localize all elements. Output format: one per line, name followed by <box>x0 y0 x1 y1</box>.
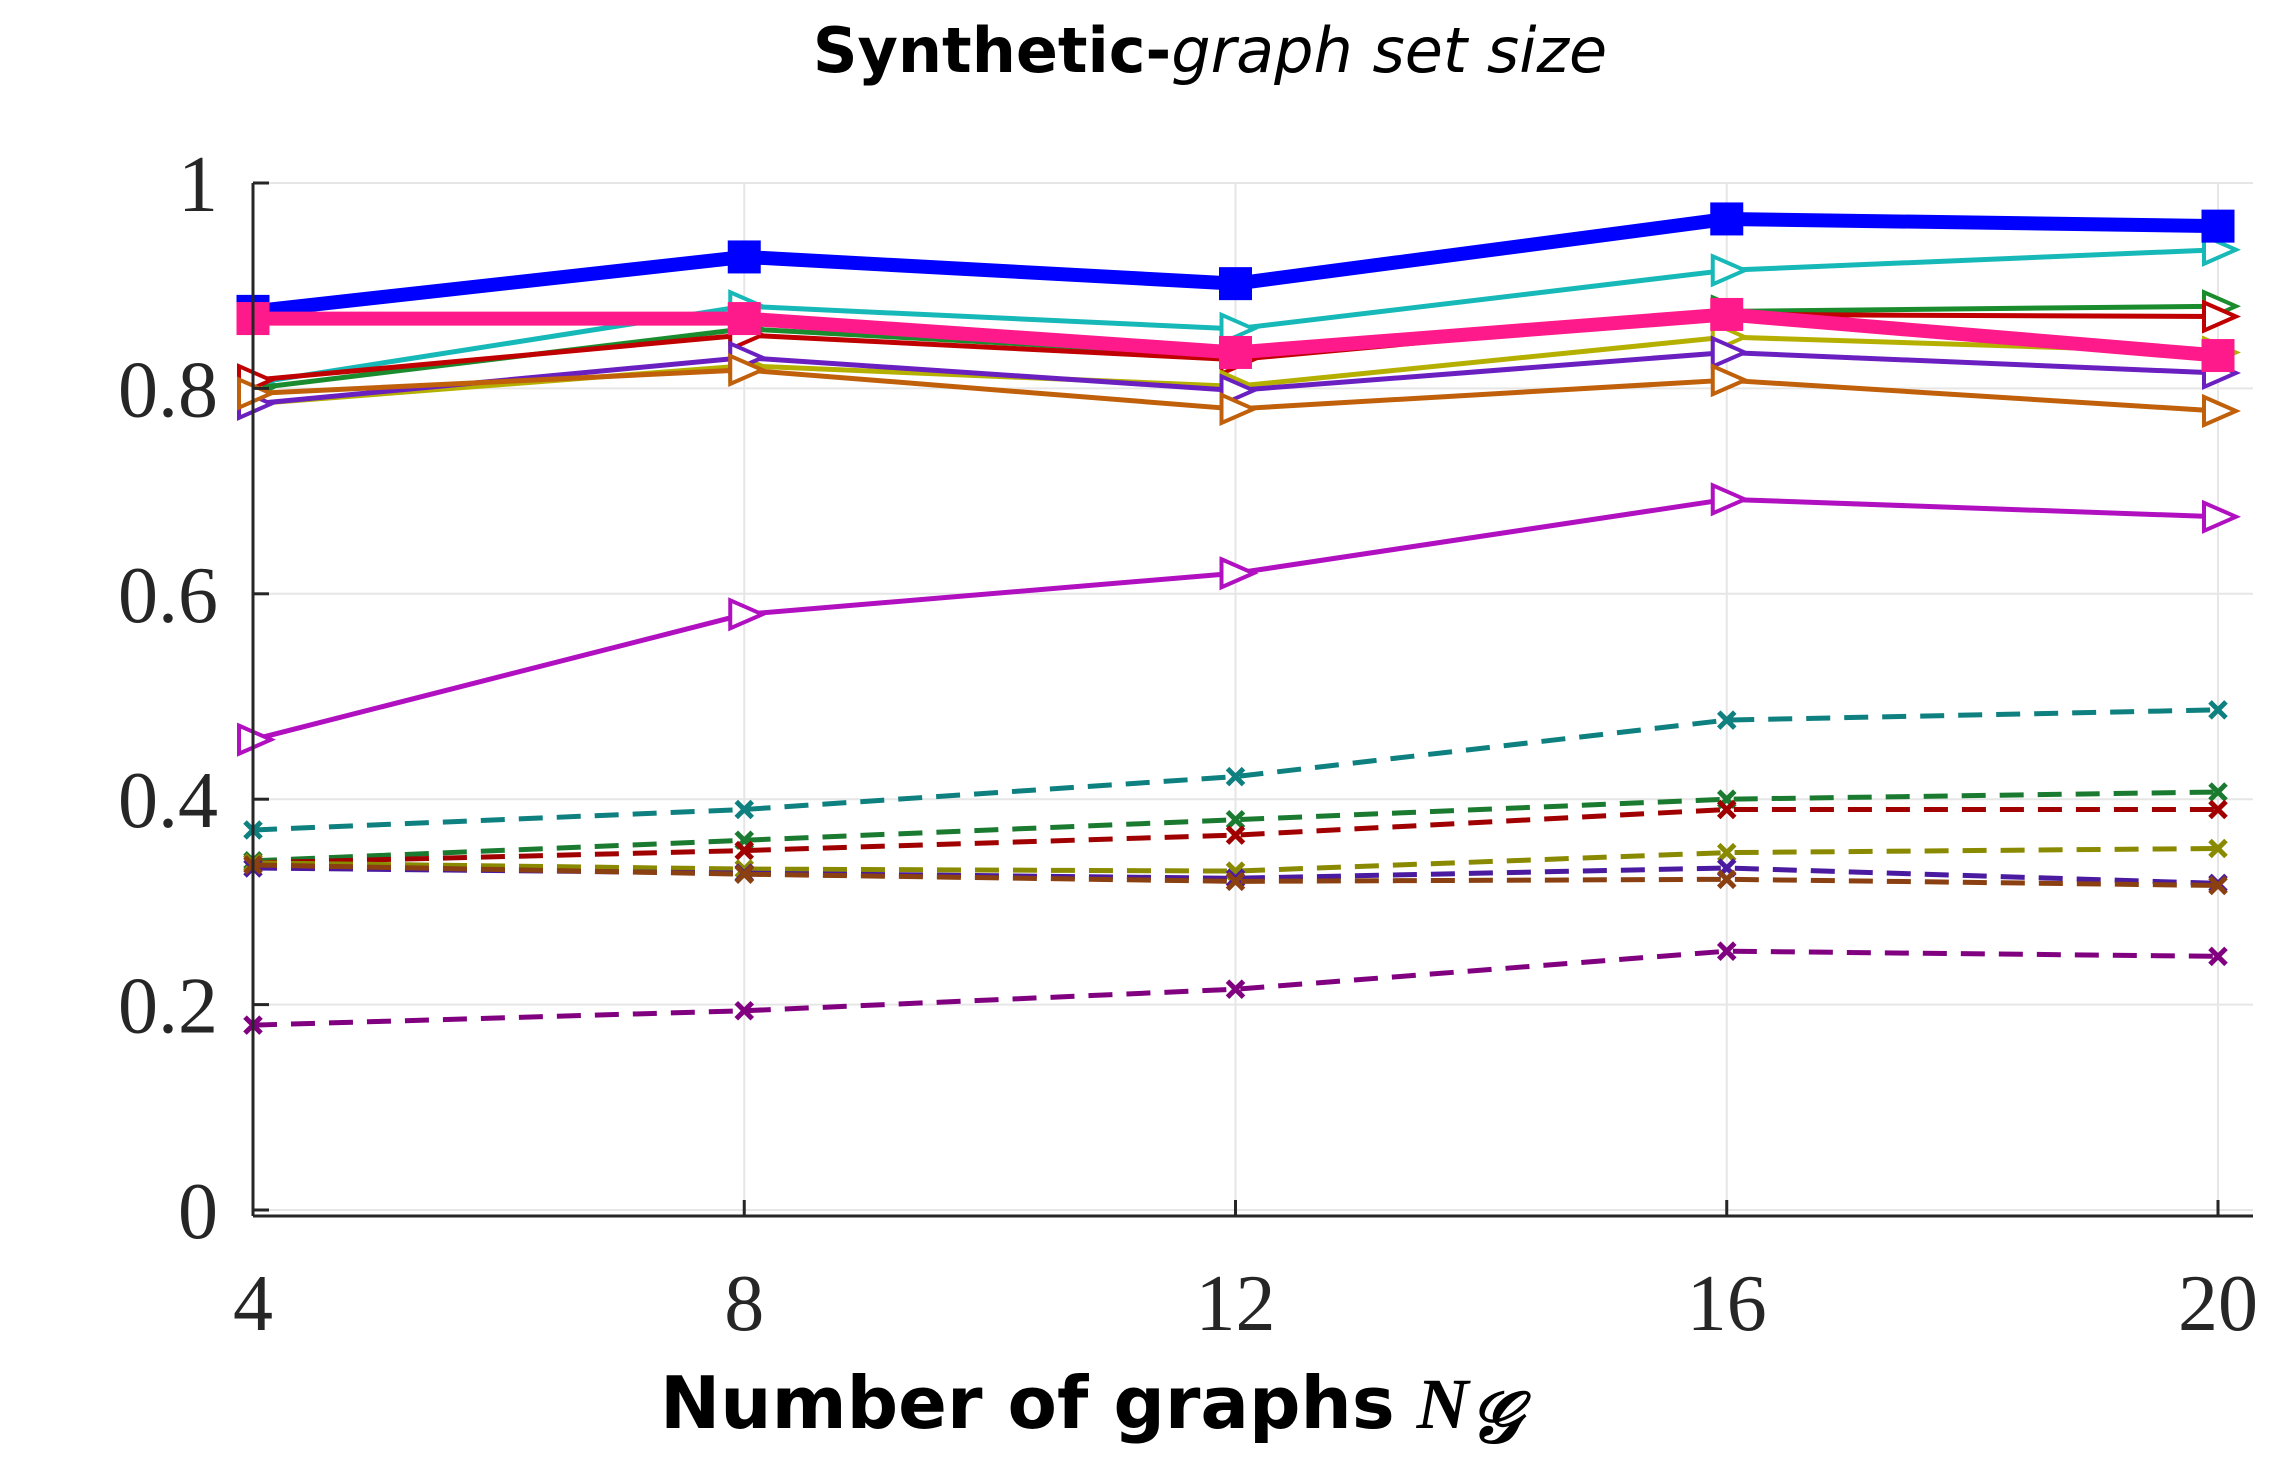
data-point <box>727 302 761 336</box>
data-point <box>2208 838 2228 859</box>
data-point <box>1225 979 1246 999</box>
x-tick-label: 16 <box>1687 1260 1767 1348</box>
data-point <box>734 1000 755 1021</box>
y-tick-label: 0.6 <box>118 552 218 640</box>
data-point <box>1219 391 1259 426</box>
data-point <box>728 352 768 387</box>
data-point <box>1225 871 1246 892</box>
y-tick-label: 0.4 <box>118 757 218 845</box>
series-line <box>252 845 2219 874</box>
tick-layer: 4 8 12 16 20 0 0.2 0.4 0.6 0.8 1 <box>118 141 2258 1348</box>
data-point <box>734 864 755 884</box>
series-dashed-brown <box>243 855 2228 896</box>
data-point <box>2208 782 2228 802</box>
series-line <box>252 948 2219 1028</box>
x-axis-label-subscript: 𝒢 <box>1469 1378 1532 1458</box>
x-tick-label: 12 <box>1196 1260 1276 1348</box>
x-tick-label: 4 <box>233 1260 273 1348</box>
data-point <box>1716 799 1737 820</box>
title-bold-part: Synthetic- <box>813 14 1171 87</box>
data-point <box>1716 869 1737 890</box>
x-axis-label: Number of graphs N𝒢 <box>660 1361 1532 1458</box>
data-point <box>1710 202 1744 236</box>
series-layer <box>236 202 2241 1035</box>
data-point <box>734 799 755 820</box>
data-point <box>1225 809 1246 830</box>
axes <box>251 183 2253 1218</box>
title-italic-part: graph set size <box>1171 14 1607 87</box>
data-point <box>1710 482 1750 517</box>
data-point <box>728 597 768 632</box>
data-point <box>1225 766 1246 787</box>
data-point <box>1225 825 1246 845</box>
data-point <box>237 722 276 757</box>
data-point <box>1219 556 1259 591</box>
series-line <box>252 862 2219 888</box>
data-point <box>237 376 276 411</box>
data-point <box>2208 799 2228 820</box>
data-point <box>2202 499 2241 534</box>
data-point <box>2208 875 2228 896</box>
data-point <box>734 840 755 861</box>
data-point <box>2202 299 2241 334</box>
y-tick-label: 0.2 <box>118 963 218 1051</box>
data-point <box>1710 297 1744 331</box>
series-dashed-teal <box>243 700 2228 840</box>
series-line <box>252 806 2218 866</box>
series-line <box>252 789 2219 864</box>
data-point <box>727 240 761 274</box>
data-point <box>1710 253 1750 288</box>
chart-title: Synthetic-graph set size <box>813 14 1607 87</box>
x-tick-label: 20 <box>2178 1260 2258 1348</box>
x-axis-label-text: Number of graphs <box>660 1361 1395 1445</box>
data-point <box>1710 363 1750 398</box>
data-point <box>2208 700 2228 720</box>
series-solid-blue <box>236 202 2235 328</box>
data-point <box>2201 209 2235 243</box>
y-tick-label: 1 <box>178 141 218 229</box>
data-point <box>1219 335 1252 369</box>
y-tick-label: 0 <box>178 1168 218 1256</box>
series-dashed-violet <box>243 941 2228 1035</box>
series-line <box>252 707 2219 833</box>
x-tick-label: 8 <box>724 1260 764 1348</box>
data-point <box>2202 393 2241 429</box>
data-point <box>1716 941 1737 961</box>
x-axis-label-symbol: N <box>1416 1364 1472 1444</box>
data-point <box>1716 710 1737 730</box>
data-point <box>1219 311 1259 346</box>
series-solid-magenta <box>237 482 2241 757</box>
data-point <box>1716 842 1737 863</box>
data-point <box>1219 267 1252 301</box>
data-point <box>1710 335 1750 370</box>
y-tick-label: 0.8 <box>118 346 218 434</box>
series-solid-orange <box>237 352 2241 429</box>
data-point <box>2201 339 2235 373</box>
data-point <box>2202 232 2241 267</box>
data-point <box>2208 946 2228 967</box>
